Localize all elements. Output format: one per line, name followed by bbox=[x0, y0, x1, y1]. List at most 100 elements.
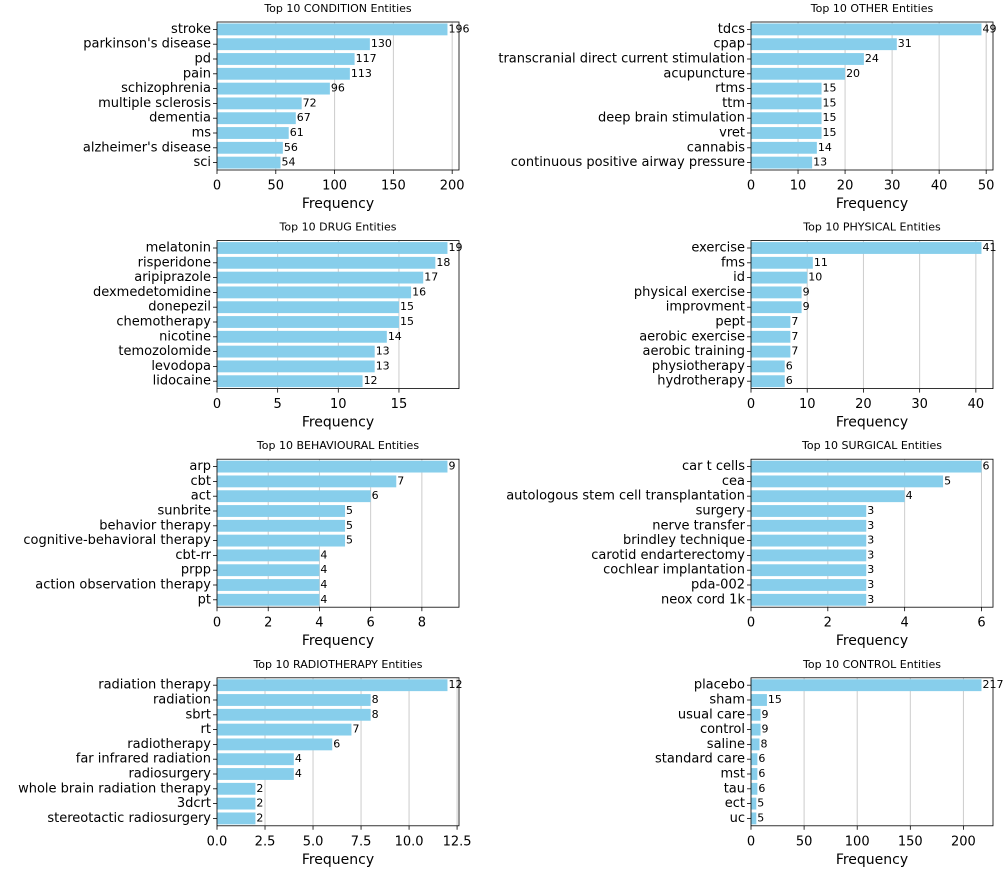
y-tick-label: usual care bbox=[678, 707, 745, 722]
x-axis-label: Frequency bbox=[302, 852, 374, 868]
value-label: 15 bbox=[400, 315, 414, 328]
y-tick-label: cognitive-behavioral therapy bbox=[23, 533, 211, 548]
x-tick-label: 6 bbox=[977, 616, 985, 631]
bar bbox=[751, 38, 897, 51]
value-label: 49 bbox=[982, 22, 996, 35]
value-label: 7 bbox=[791, 330, 798, 343]
value-label: 130 bbox=[371, 37, 392, 50]
y-tick-label: acupuncture bbox=[663, 66, 745, 81]
y-tick-label: multiple sclerosis bbox=[98, 96, 211, 111]
x-tick-label: 10 bbox=[790, 179, 807, 194]
x-tick-label: 4 bbox=[901, 616, 909, 631]
bar bbox=[217, 564, 320, 577]
value-label: 3 bbox=[867, 578, 874, 591]
value-label: 4 bbox=[295, 767, 302, 780]
bar bbox=[751, 694, 767, 706]
bar bbox=[217, 679, 448, 692]
y-tick-label: deep brain stimulation bbox=[598, 111, 745, 126]
axes-frame bbox=[216, 240, 460, 390]
bar bbox=[217, 112, 296, 125]
panel-title: Top 10 SURGICAL Entities bbox=[801, 439, 942, 452]
value-label: 31 bbox=[898, 37, 912, 50]
bar bbox=[751, 301, 802, 314]
y-tick-label: carotid endarterectomy bbox=[591, 548, 745, 563]
y-tick-label: control bbox=[700, 722, 745, 737]
bar bbox=[751, 127, 822, 139]
value-label: 6 bbox=[758, 782, 765, 795]
value-label: 8 bbox=[372, 693, 379, 706]
value-label: 6 bbox=[982, 460, 989, 473]
x-tick-label: 5.0 bbox=[303, 834, 324, 849]
value-label: 9 bbox=[803, 285, 810, 298]
value-label: 17 bbox=[424, 271, 438, 284]
y-tick-label: id bbox=[733, 270, 745, 285]
bar bbox=[751, 579, 867, 591]
y-tick-label: radiotherapy bbox=[127, 737, 211, 752]
bar bbox=[217, 708, 371, 721]
bar bbox=[217, 286, 412, 299]
value-label: 6 bbox=[372, 489, 379, 502]
bar bbox=[217, 723, 352, 736]
y-tick-label: rtms bbox=[715, 81, 745, 96]
panel-title: Top 10 DRUG Entities bbox=[279, 221, 397, 234]
bar bbox=[751, 768, 758, 780]
value-label: 15 bbox=[823, 126, 837, 139]
y-tick-label: cochlear implantation bbox=[603, 563, 745, 578]
y-tick-label: arp bbox=[189, 459, 211, 474]
bar bbox=[217, 593, 320, 606]
y-tick-label: schizophrenia bbox=[121, 81, 211, 96]
x-tick-label: 4 bbox=[315, 616, 323, 631]
value-label: 7 bbox=[791, 345, 798, 358]
bar bbox=[751, 375, 785, 388]
bar bbox=[751, 460, 982, 473]
y-tick-label: ect bbox=[725, 796, 745, 811]
value-label: 9 bbox=[803, 300, 810, 313]
axes-frame bbox=[750, 677, 994, 827]
y-tick-label: pd bbox=[194, 52, 211, 67]
y-tick-label: parkinson's disease bbox=[83, 37, 211, 52]
value-label: 15 bbox=[823, 96, 837, 109]
value-label: 15 bbox=[823, 82, 837, 95]
bar bbox=[751, 360, 785, 373]
x-axis-label: Frequency bbox=[836, 415, 908, 431]
y-tick-label: prpp bbox=[181, 563, 211, 578]
value-label: 4 bbox=[320, 578, 327, 591]
bar bbox=[217, 156, 281, 169]
value-label: 8 bbox=[760, 737, 767, 750]
value-label: 61 bbox=[290, 126, 304, 139]
value-label: 113 bbox=[351, 67, 372, 80]
y-tick-label: nerve transfer bbox=[652, 518, 745, 533]
bar bbox=[217, 53, 355, 65]
y-tick-label: brindley technique bbox=[623, 533, 745, 548]
value-label: 4 bbox=[320, 563, 327, 576]
axes-frame bbox=[216, 677, 460, 827]
value-label: 9 bbox=[762, 708, 769, 721]
value-label: 5 bbox=[346, 519, 353, 532]
y-tick-label: aerobic training bbox=[643, 344, 745, 359]
bar bbox=[751, 534, 867, 547]
value-label: 9 bbox=[448, 460, 455, 473]
y-tick-label: continuous positive airway pressure bbox=[511, 155, 745, 170]
y-tick-label: uc bbox=[730, 811, 745, 826]
y-tick-label: ms bbox=[192, 126, 212, 141]
panel-title: Top 10 RADIOTHERAPY Entities bbox=[252, 658, 422, 671]
value-label: 3 bbox=[867, 504, 874, 517]
value-label: 3 bbox=[867, 534, 874, 547]
value-label: 2 bbox=[256, 797, 263, 810]
y-tick-label: action observation therapy bbox=[35, 578, 211, 593]
y-tick-label: physiotherapy bbox=[652, 359, 745, 374]
value-label: 7 bbox=[791, 315, 798, 328]
bar bbox=[751, 738, 760, 751]
y-tick-label: nicotine bbox=[159, 329, 211, 344]
panel-title: Top 10 CONTROL Entities bbox=[802, 658, 941, 671]
bar bbox=[217, 38, 370, 51]
value-label: 72 bbox=[303, 96, 317, 109]
value-label: 5 bbox=[944, 474, 951, 487]
y-tick-label: radiation therapy bbox=[98, 678, 211, 693]
y-tick-label: whole brain radiation therapy bbox=[18, 781, 211, 796]
axes-frame bbox=[750, 458, 994, 608]
y-tick-label: chemotherapy bbox=[116, 315, 211, 330]
x-axis-label: Frequency bbox=[302, 196, 374, 212]
